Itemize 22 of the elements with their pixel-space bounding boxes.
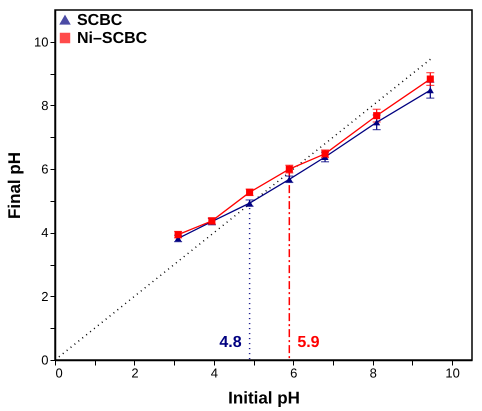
x-tick-label: 4 (210, 366, 218, 380)
y-axis-title: Final pH (5, 152, 24, 220)
annotation: 4.8 (219, 334, 242, 351)
point (373, 112, 380, 120)
y-tick-label: 2 (41, 288, 48, 304)
x-tick-label: 0 (56, 366, 63, 380)
y-tick-label: 0 (41, 352, 48, 368)
legend-label: Ni–SCBC (77, 30, 148, 47)
x-tick-label: 6 (290, 366, 298, 380)
y-tick-label: 4 (41, 225, 48, 240)
point (426, 87, 434, 94)
y-tick-label: 10 (34, 34, 48, 50)
point (426, 76, 434, 83)
point (373, 119, 380, 126)
x-tick-label: 2 (131, 366, 139, 380)
x-tick-label: 10 (445, 366, 460, 380)
y-tick-label: 8 (41, 98, 48, 113)
x-tick-label: 8 (370, 366, 377, 380)
y-tick-label: 6 (41, 162, 48, 177)
annotation: 5.9 (297, 334, 320, 351)
legend-label: SCBC (77, 12, 123, 29)
x-axis-title: Initial pH (228, 388, 300, 408)
